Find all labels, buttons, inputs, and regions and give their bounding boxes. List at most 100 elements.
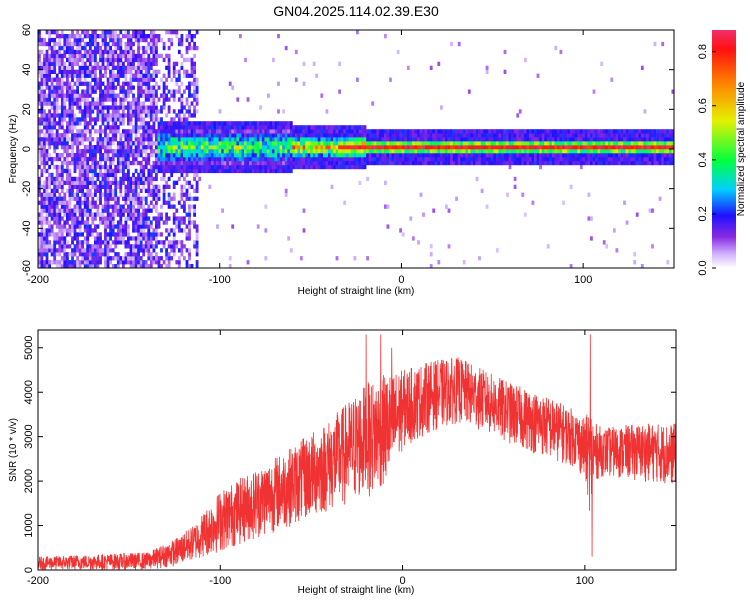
heatmap-cell xyxy=(162,164,166,170)
heatmap-cell xyxy=(55,81,59,86)
heatmap-cell xyxy=(142,172,146,178)
heatmap-cell xyxy=(340,129,344,134)
heatmap-cell xyxy=(272,133,275,138)
heatmap-cell xyxy=(167,176,171,182)
heatmap-cell xyxy=(529,137,532,142)
heatmap-cell xyxy=(480,133,484,138)
heatmap-cell xyxy=(277,149,280,154)
heatmap-cell xyxy=(193,41,196,47)
heatmap-cell xyxy=(297,133,301,138)
heatmap-cell xyxy=(119,105,123,110)
heatmap-cell xyxy=(144,244,148,249)
heatmap-cell xyxy=(129,117,133,122)
heatmap-cell xyxy=(539,149,542,154)
heatmap-cell xyxy=(104,141,107,146)
heatmap-cell xyxy=(68,53,72,59)
heatmap-cell xyxy=(480,188,484,193)
heatmap-cell xyxy=(58,192,62,197)
heatmap-cell xyxy=(249,121,252,126)
heatmap-cell xyxy=(142,216,146,221)
heatmap-cell xyxy=(83,49,87,55)
heatmap-cell xyxy=(78,41,82,47)
heatmap-cell xyxy=(86,180,90,185)
heatmap-cell xyxy=(386,160,390,166)
heatmap-cell xyxy=(666,129,670,134)
heatmap-cell xyxy=(76,149,79,154)
heatmap-cell xyxy=(470,141,474,146)
heatmap-cell xyxy=(81,93,84,98)
heatmap-cell xyxy=(658,145,662,150)
heatmap-cell xyxy=(228,168,232,174)
heatmap-cell xyxy=(88,188,92,193)
heatmap-cell xyxy=(66,212,69,217)
heatmap-cell xyxy=(60,216,64,221)
heatmap-cell xyxy=(529,149,532,154)
heatmap-cell xyxy=(373,133,377,138)
heatmap-cell xyxy=(45,113,49,118)
heatmap-cell xyxy=(190,156,194,162)
heatmap-cell xyxy=(167,252,171,257)
heatmap-cell xyxy=(544,133,548,138)
heatmap-cell xyxy=(437,156,441,162)
heatmap-cell xyxy=(315,153,319,158)
snr-frame xyxy=(37,329,677,571)
heatmap-cell xyxy=(188,113,191,118)
heatmap-cell xyxy=(101,121,105,126)
heatmap-cell xyxy=(195,172,199,178)
heatmap-cell xyxy=(134,168,138,174)
heatmap-cell xyxy=(211,129,214,134)
heatmap-cell xyxy=(76,89,79,94)
heatmap-cell xyxy=(203,160,207,166)
heatmap-cell xyxy=(48,141,51,146)
heatmap-cell xyxy=(152,125,156,130)
heatmap-cell xyxy=(307,149,311,154)
heatmap-cell xyxy=(635,133,639,138)
heatmap-cell xyxy=(195,93,199,98)
heatmap-cell xyxy=(45,184,49,189)
heatmap-cell xyxy=(119,73,123,78)
heatmap-cell xyxy=(66,180,69,185)
heatmap-cell xyxy=(137,244,140,249)
heatmap-cell xyxy=(60,236,64,241)
heatmap-cell xyxy=(172,216,176,221)
heatmap-cell xyxy=(122,260,125,265)
heatmap-cell xyxy=(119,85,123,90)
heatmap-cell xyxy=(386,129,390,134)
heatmap-cell xyxy=(190,141,194,146)
heatmap-cell xyxy=(96,145,100,150)
heatmap-cell xyxy=(142,57,146,63)
heatmap-cell xyxy=(597,149,601,154)
heatmap-cell xyxy=(289,160,293,166)
heatmap-cell xyxy=(86,224,90,229)
heatmap-cell xyxy=(106,145,110,150)
heatmap-cell xyxy=(658,153,662,158)
heatmap-cell xyxy=(40,200,44,205)
heatmap-cell xyxy=(175,208,179,213)
heatmap-cell xyxy=(381,153,385,158)
heatmap-cell xyxy=(602,153,606,158)
heatmap-cell xyxy=(116,117,120,122)
heatmap-cell xyxy=(239,129,242,134)
heatmap-cell xyxy=(155,53,158,59)
heatmap-cell xyxy=(315,141,319,146)
heatmap-cell xyxy=(325,145,329,150)
heatmap-cell xyxy=(218,141,222,146)
heatmap-cell xyxy=(106,57,110,63)
heatmap-cell xyxy=(40,220,44,225)
heatmap-cell xyxy=(579,156,583,162)
heatmap-cell xyxy=(340,137,344,142)
heatmap-cell xyxy=(307,137,311,142)
heatmap-cell xyxy=(180,184,184,189)
heatmap-cell xyxy=(442,153,446,158)
heatmap-cell xyxy=(536,156,540,162)
heatmap-cell xyxy=(99,236,102,241)
heatmap-cell xyxy=(116,196,120,201)
heatmap-cell xyxy=(305,129,308,134)
heatmap-cell xyxy=(399,141,402,146)
heatmap-cell xyxy=(71,220,74,225)
heatmap-cell xyxy=(534,145,537,150)
heatmap-cell xyxy=(172,129,176,134)
heatmap-cell xyxy=(73,81,77,86)
heatmap-cell xyxy=(569,149,573,154)
heatmap-cell xyxy=(485,129,489,134)
